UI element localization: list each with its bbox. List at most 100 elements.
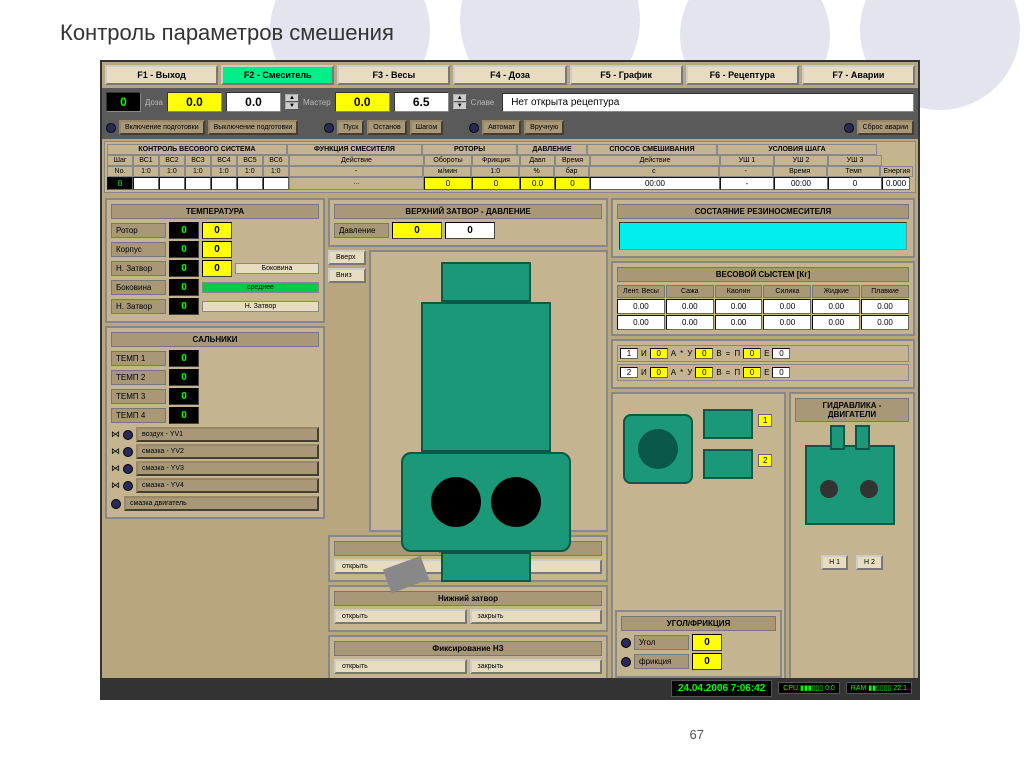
temp-setpoint: 0: [202, 260, 232, 277]
bottom-close-button[interactable]: закрыть: [470, 609, 603, 624]
weight-col-header: Каолин: [715, 285, 763, 298]
master-stepper[interactable]: ▲▼: [453, 94, 467, 110]
band-header-cell: м/мин: [423, 166, 471, 177]
clock: 24.04.2006 7:06:42: [671, 680, 772, 697]
temp-side-label: среднее: [202, 282, 319, 293]
hydraulics-panel: ГИДРАВЛИКА - ДВИГАТЕЛИ Н 1 Н 2: [789, 392, 915, 682]
lamp-icon: [324, 123, 334, 133]
weight-value: 0.00: [715, 299, 763, 314]
fix-close-button[interactable]: закрыть: [470, 659, 603, 674]
up-button[interactable]: Вверх: [328, 250, 366, 265]
formula-row-2: 2И0А*У0В=П0Е0: [617, 364, 909, 381]
band-header-cell: бар: [554, 166, 589, 177]
upper-gate-panel: ВЕРХНИЙ ЗАТВОР - ДАВЛЕНИЕ Давление 0 0: [328, 198, 608, 247]
dose-stepper[interactable]: ▲▼: [285, 94, 299, 110]
hmi-application: F1 - ВыходF2 - СмесительF3 - ВесыF4 - До…: [100, 60, 920, 700]
weight-value: 0.00: [812, 299, 860, 314]
lamp-icon: [123, 447, 133, 457]
parameter-band: КОНТРОЛЬ ВЕСОВОГО СИСТЕМАФУНКЦИЯ СМЕСИТЕ…: [104, 141, 916, 193]
weight-panel: ВЕСОВОЙ СЫСТЕМ [Кг] Лент. ВесыСажаКаолин…: [611, 261, 915, 336]
fkey-7[interactable]: F7 - Аварии: [802, 65, 915, 85]
band-header-cell: 1:0: [159, 166, 185, 177]
angle-title: УГОЛ/ФРИКЦИЯ: [621, 616, 776, 631]
weight-value: 0.00: [666, 315, 714, 330]
band-header-cell: Фрикция: [472, 155, 520, 166]
weight-col-header: Жидкие: [812, 285, 860, 298]
prep-off-button[interactable]: Выключение подготовки: [208, 120, 299, 135]
valve-icon: ⋈: [111, 429, 120, 440]
weight-col-header: Сажа: [666, 285, 714, 298]
motor-lube-button[interactable]: смазка двигатель: [124, 496, 319, 511]
fkey-3[interactable]: F3 - Весы: [337, 65, 450, 85]
slave-label: Славе: [471, 98, 495, 107]
weight-col-header: Силика: [763, 285, 811, 298]
temp-label: Ротор: [111, 223, 166, 238]
readout-1: 0: [106, 92, 141, 112]
valve-icon: ⋈: [111, 480, 120, 491]
fkey-2[interactable]: F2 - Смеситель: [221, 65, 334, 85]
weight-value: 0.00: [763, 299, 811, 314]
manual-button[interactable]: Вручную: [524, 120, 564, 135]
band-section: РОТОРЫ: [422, 144, 517, 155]
band-section: ДАВЛЕНИЕ: [517, 144, 587, 155]
prep-on-button[interactable]: Включение подготовки: [119, 120, 205, 135]
start-button[interactable]: Пуск: [337, 120, 364, 135]
band-value: [237, 177, 263, 190]
band-section: ФУНКЦИЯ СМЕСИТЕЛЯ: [287, 144, 422, 155]
lamp-icon: [111, 499, 121, 509]
seal-value: 0: [169, 407, 199, 424]
stop-button[interactable]: Останов: [367, 120, 406, 135]
valve-button[interactable]: смазка - YV4: [136, 478, 319, 493]
temp-label: Боковина: [111, 280, 166, 295]
temp-value: 0: [169, 241, 199, 258]
lamp-icon: [621, 638, 631, 648]
fkey-4[interactable]: F4 - Доза: [453, 65, 566, 85]
h1-button[interactable]: Н 1: [821, 555, 848, 570]
upper-gate-title: ВЕРХНИЙ ЗАТВОР - ДАВЛЕНИЕ: [334, 204, 602, 219]
seal-value: 0: [169, 388, 199, 405]
weight-value: 0.00: [715, 315, 763, 330]
fix-open-button[interactable]: открыть: [334, 659, 467, 674]
slide-title: Контроль параметров смешения: [60, 20, 394, 46]
band-header-cell: с: [589, 166, 719, 177]
band-value: ...: [289, 177, 424, 190]
seal-value: 0: [169, 369, 199, 386]
weight-value: 0.00: [763, 315, 811, 330]
down-button[interactable]: Вниз: [328, 268, 366, 283]
band-header-cell: Давл: [520, 155, 555, 166]
weight-value: 0.00: [617, 299, 665, 314]
bottom-open-button[interactable]: открыть: [334, 609, 467, 624]
mixer-diagram: [369, 250, 608, 532]
valve-button[interactable]: смазка - YV2: [136, 444, 319, 459]
valve-button[interactable]: воздух - YV1: [136, 427, 319, 442]
band-section: УСЛОВИЯ ШАГА: [717, 144, 877, 155]
band-header-cell: ВС3: [185, 155, 211, 166]
status-bar: 24.04.2006 7:06:42 CPU ▮▮▮▯▯▯ 0.0 RAM ▮▮…: [102, 678, 918, 698]
recipe-display: Нет открыта рецептура: [502, 93, 914, 112]
auto-button[interactable]: Автомат: [482, 120, 521, 135]
lamp-icon: [123, 430, 133, 440]
band-value: 0: [424, 177, 472, 190]
step-button[interactable]: Шагом: [410, 120, 443, 135]
seal-value: 0: [169, 350, 199, 367]
fkey-5[interactable]: F5 - График: [570, 65, 683, 85]
fkey-1[interactable]: F1 - Выход: [105, 65, 218, 85]
fix-panel: Фиксирование НЗ открытьзакрыть: [328, 635, 608, 682]
bottom-gate-title: Нижний затвор: [334, 591, 602, 606]
seal-label: ТЕМП 2: [111, 370, 166, 385]
band-value: 0: [107, 177, 133, 190]
band-header-cell: 1:0: [185, 166, 211, 177]
band-value: [211, 177, 237, 190]
angle-value: 0: [692, 634, 722, 651]
alarm-reset-button[interactable]: Сброс аварии: [857, 120, 914, 135]
h2-button[interactable]: Н 2: [856, 555, 883, 570]
valve-icon: ⋈: [111, 463, 120, 474]
formula-row-1: 1И0А*У0В=П0Е0: [617, 345, 909, 362]
band-header-cell: Время: [555, 155, 590, 166]
valve-button[interactable]: смазка - YV3: [136, 461, 319, 476]
pressure-value-2: 0: [445, 222, 495, 239]
band-header-cell: ВС1: [133, 155, 159, 166]
fkey-6[interactable]: F6 - Рецептура: [686, 65, 799, 85]
temp-value: 0: [169, 260, 199, 277]
band-section: СПОСОБ СМЕШИВАНИЯ: [587, 144, 717, 155]
